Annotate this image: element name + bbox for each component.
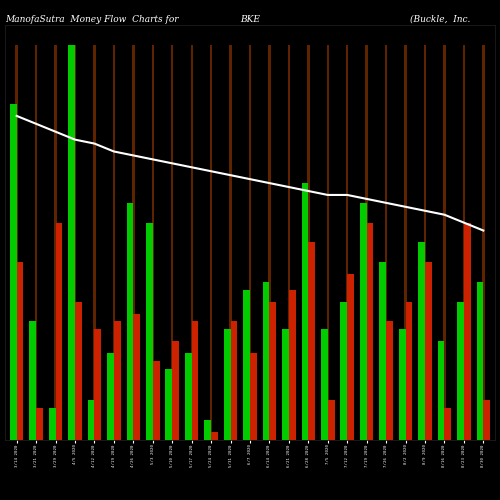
Bar	[302, 183, 308, 440]
Bar	[30, 322, 36, 440]
Bar	[424, 45, 426, 440]
Bar	[385, 45, 388, 440]
Bar	[230, 322, 237, 440]
Bar	[308, 242, 315, 440]
Bar	[48, 408, 56, 440]
Text: (Buckle,  Inc.: (Buckle, Inc.	[410, 15, 470, 24]
Bar	[425, 262, 432, 440]
Bar	[307, 45, 310, 440]
Bar	[438, 341, 444, 440]
Bar	[166, 369, 172, 440]
Bar	[328, 400, 334, 440]
Bar	[404, 45, 406, 440]
Text: ManofaSutra  Money Flow  Charts for: ManofaSutra Money Flow Charts for	[5, 15, 178, 24]
Bar	[444, 408, 451, 440]
Bar	[457, 302, 464, 440]
Bar	[360, 203, 366, 440]
Bar	[10, 104, 16, 440]
Bar	[476, 282, 484, 440]
Bar	[482, 45, 484, 440]
Bar	[249, 45, 251, 440]
Bar	[326, 45, 329, 440]
Bar	[243, 290, 250, 440]
Bar	[112, 45, 115, 440]
Bar	[406, 302, 412, 440]
Bar	[204, 420, 211, 440]
Bar	[192, 322, 198, 440]
Bar	[366, 222, 374, 440]
Bar	[146, 222, 153, 440]
Bar	[418, 242, 425, 440]
Bar	[107, 353, 114, 440]
Bar	[288, 45, 290, 440]
Bar	[54, 45, 56, 440]
Bar	[134, 314, 140, 440]
Bar	[153, 361, 160, 440]
Bar	[94, 45, 96, 440]
Text: BKE: BKE	[240, 15, 260, 24]
Bar	[114, 322, 120, 440]
Bar	[268, 45, 270, 440]
Bar	[250, 353, 257, 440]
Bar	[282, 330, 289, 440]
Bar	[185, 353, 192, 440]
Bar	[398, 330, 406, 440]
Bar	[211, 432, 218, 440]
Bar	[36, 408, 43, 440]
Bar	[132, 45, 134, 440]
Bar	[347, 274, 354, 440]
Bar	[88, 400, 94, 440]
Bar	[35, 45, 37, 440]
Bar	[172, 341, 179, 440]
Bar	[386, 322, 393, 440]
Bar	[210, 45, 212, 440]
Bar	[230, 45, 232, 440]
Bar	[190, 45, 193, 440]
Bar	[366, 45, 368, 440]
Bar	[346, 45, 348, 440]
Bar	[380, 262, 386, 440]
Bar	[16, 45, 18, 440]
Bar	[68, 45, 75, 440]
Bar	[289, 290, 296, 440]
Bar	[484, 400, 490, 440]
Bar	[94, 330, 101, 440]
Bar	[224, 330, 230, 440]
Bar	[152, 45, 154, 440]
Bar	[340, 302, 347, 440]
Bar	[444, 45, 446, 440]
Bar	[270, 302, 276, 440]
Bar	[126, 203, 134, 440]
Bar	[321, 330, 328, 440]
Bar	[464, 222, 470, 440]
Bar	[56, 222, 62, 440]
Bar	[16, 262, 24, 440]
Bar	[462, 45, 465, 440]
Bar	[262, 282, 270, 440]
Bar	[74, 45, 76, 440]
Bar	[75, 302, 82, 440]
Bar	[171, 45, 173, 440]
